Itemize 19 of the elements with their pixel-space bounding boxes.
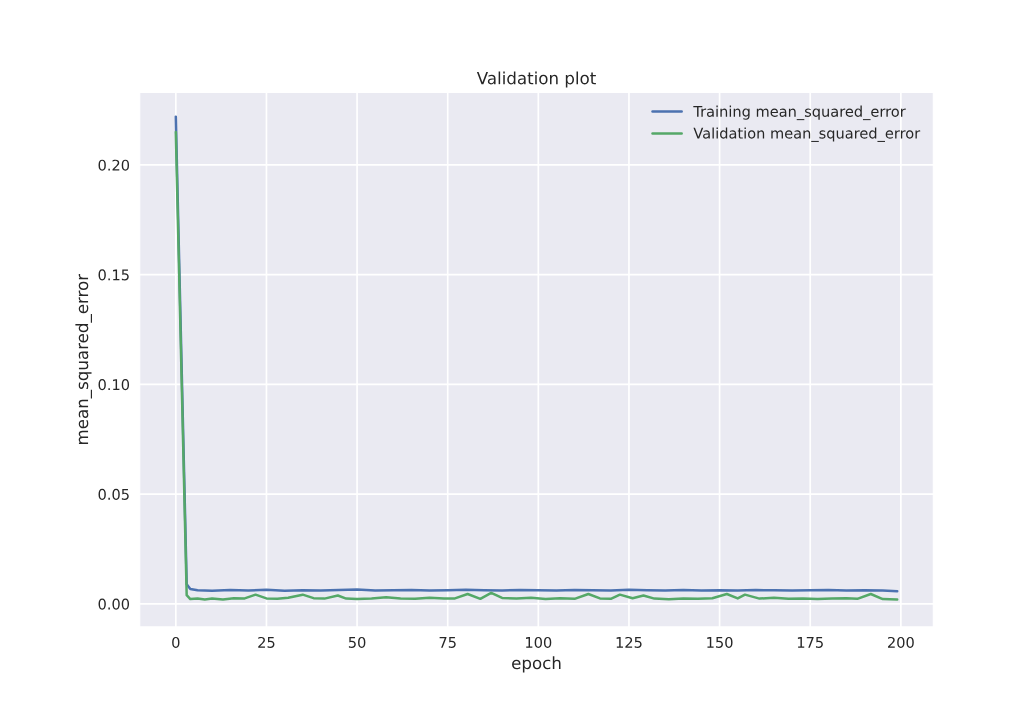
x-tick-label: 75 bbox=[439, 637, 456, 648]
chart-title: Validation plot bbox=[476, 71, 596, 88]
legend-label: Validation mean_squared_error bbox=[693, 127, 921, 142]
x-tick-label: 150 bbox=[707, 636, 733, 648]
x-axis-title: epoch bbox=[512, 656, 561, 673]
x-tick-label: 100 bbox=[526, 636, 552, 648]
y-axis-title: mean_squared_error bbox=[75, 273, 92, 445]
x-tick-label: 125 bbox=[616, 636, 642, 648]
y-tick-label: 0.20 bbox=[98, 159, 130, 171]
legend-label: Training mean_squared_error bbox=[693, 105, 906, 121]
x-tick-label: 175 bbox=[797, 637, 823, 648]
y-tick-label: 0.00 bbox=[98, 598, 130, 610]
x-tick-label: 25 bbox=[258, 636, 275, 648]
y-tick-label: 0.10 bbox=[98, 379, 130, 391]
x-tick-label: 200 bbox=[888, 636, 914, 648]
x-tick-label: 50 bbox=[348, 636, 366, 648]
x-tick-label: 0 bbox=[172, 636, 180, 648]
y-tick-label: 0.15 bbox=[98, 269, 129, 281]
y-tick-label: 0.05 bbox=[98, 488, 129, 500]
